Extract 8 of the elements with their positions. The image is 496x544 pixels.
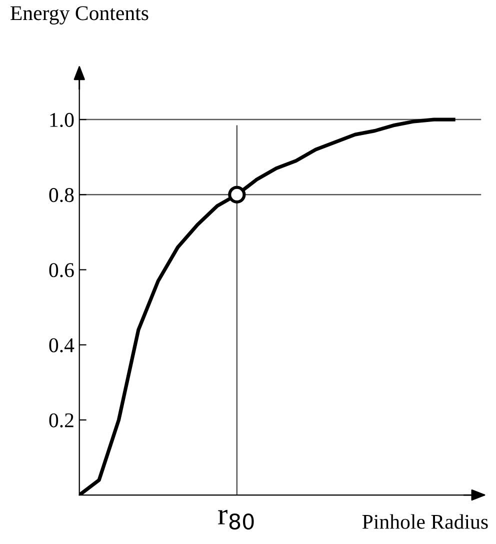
y-tick-label: 0.4 — [49, 338, 74, 352]
y-tick-label: 0.6 — [49, 263, 74, 278]
y-tick-label: 0.8 — [49, 188, 74, 202]
y-axis-title: Energy Contents — [10, 6, 148, 24]
x-axis-title: Pinhole Radius — [362, 514, 488, 529]
y-tick-label: 0.2 — [49, 413, 74, 428]
x-tick-label: r$_{80}$ — [218, 510, 254, 530]
y-tick-label: 1.0 — [50, 112, 74, 128]
